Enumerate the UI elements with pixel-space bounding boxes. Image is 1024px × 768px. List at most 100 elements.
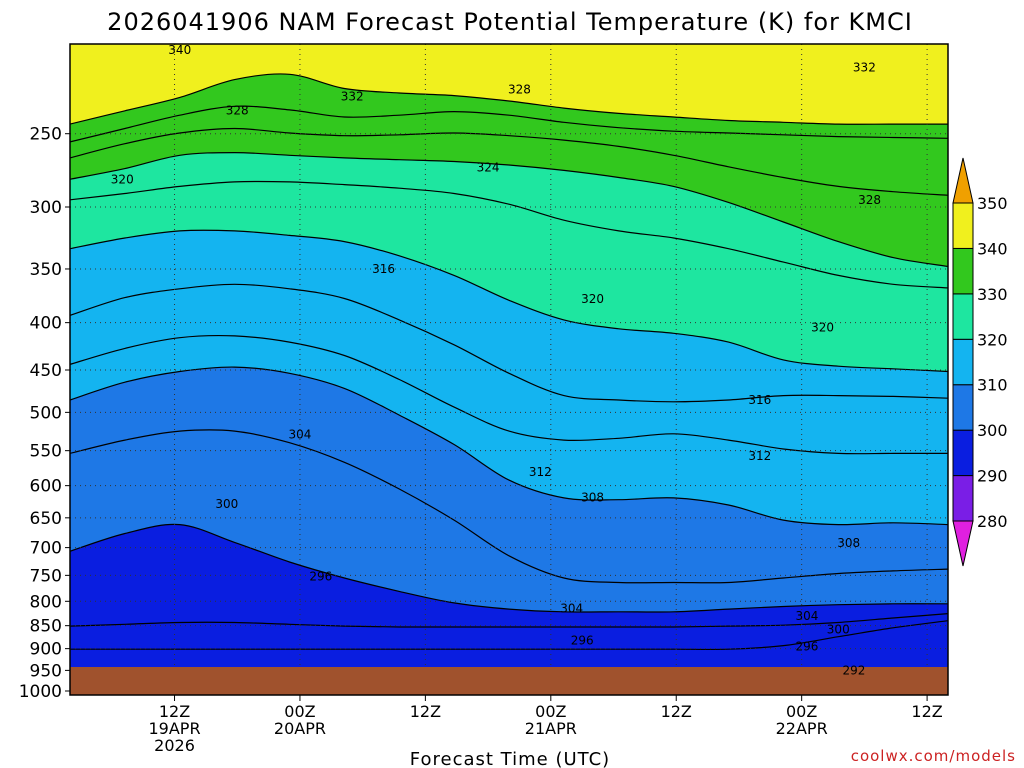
contour-line-308: [70, 366, 948, 526]
colorbar-label: 320: [977, 330, 1008, 349]
contour-label: 316: [748, 393, 771, 407]
y-tick-label: 900: [30, 640, 62, 660]
y-tick-label: 1000: [19, 682, 62, 702]
contour-label-text: 328: [858, 193, 881, 207]
colorbar: 280 290 300 310 320 330 340 350: [952, 157, 1008, 567]
contour-label-text: 300: [215, 497, 238, 511]
x-axis-title: Forecast Time (UTC): [410, 749, 610, 768]
contour-label: 312: [748, 449, 771, 463]
x-tick-label: 00Z: [535, 702, 566, 721]
y-tick-label: 500: [30, 403, 62, 423]
contour-label: 320: [811, 321, 834, 335]
colorbar-label: 280: [977, 512, 1008, 531]
contour-label-text: 328: [508, 83, 531, 97]
colorbar-label: 300: [977, 421, 1008, 440]
contour-label-text: 292: [842, 663, 865, 677]
contour-line-336: [70, 105, 948, 143]
contour-label-text: 324: [477, 161, 500, 175]
colorbar-label: 290: [977, 467, 1008, 486]
colorbar-bottom-arrow: [952, 520, 974, 567]
colorbar-segment: [952, 429, 974, 477]
x-tick-label: 20APR: [274, 719, 326, 738]
contour-label: 308: [581, 491, 604, 505]
contour-fill-340: [70, 44, 948, 125]
contour-line-332: [70, 127, 948, 196]
colorbar-segment: [952, 247, 974, 295]
contour-label: 328: [858, 193, 881, 207]
contour-label-text: 308: [837, 536, 860, 550]
x-tick-label: 21APR: [525, 719, 577, 738]
y-tick-label: 350: [30, 260, 62, 280]
contour-label: 328: [508, 83, 531, 97]
x-tick-label: 12Z: [661, 702, 692, 721]
contour-label-text: 340: [168, 43, 191, 57]
colorbar-top-arrow: [952, 157, 974, 204]
contour-label-text: 312: [748, 449, 771, 463]
contour-label: 308: [837, 536, 860, 550]
contour-line-316: [70, 283, 948, 403]
y-tick-label: 250: [30, 125, 62, 145]
colorbar-segment: [952, 475, 974, 522]
contour-label-text: 316: [748, 393, 771, 407]
contour-label: 320: [581, 292, 604, 306]
contour-label-text: 312: [529, 465, 552, 479]
colorbar-segment: [952, 384, 974, 431]
y-tick-label: 600: [30, 477, 62, 497]
contour-label: 324: [477, 161, 500, 175]
contour-label-text: 308: [581, 491, 604, 505]
contour-label-text: 320: [111, 172, 134, 186]
contour-label: 340: [168, 43, 191, 57]
x-tick-label: 22APR: [776, 719, 828, 738]
contour-line-304: [70, 429, 948, 584]
x-tick-label: 00Z: [786, 702, 817, 721]
contour-label: 316: [372, 262, 395, 276]
contour-label-text: 304: [795, 609, 818, 623]
y-tick-label: 750: [30, 566, 62, 586]
contour-label-text: 332: [853, 60, 876, 74]
contour-label-text: 300: [827, 622, 850, 636]
x-tick-label: 12Z: [911, 702, 942, 721]
y-tick-label: 850: [30, 617, 62, 637]
contour-line-328: [70, 151, 948, 268]
colorbar-label: 350: [977, 194, 1008, 213]
contour-label: 304: [795, 609, 818, 623]
colorbar-segment: [952, 338, 974, 386]
contour-label: 304: [560, 601, 583, 615]
contour-label-text: 296: [795, 639, 818, 653]
contour-label-text: 304: [288, 427, 311, 441]
axes: 250 300 350 400 450 500 550 600 650 700 750 800 850 9…: [19, 43, 949, 755]
contour-label-text: 320: [811, 321, 834, 335]
contour-label: 300: [215, 497, 238, 511]
y-tick-label: 450: [30, 361, 62, 381]
y-tick-label: 800: [30, 592, 62, 612]
contour-label-text: 332: [341, 90, 364, 104]
credit-text: coolwx.com/models: [851, 747, 1016, 765]
y-tick-label: 700: [30, 539, 62, 559]
contour-label-text: 328: [226, 104, 249, 118]
contour-label-text: 316: [372, 262, 395, 276]
contour-label: 296: [571, 634, 594, 648]
contour-line-320: [70, 229, 948, 373]
contour-label-text: 304: [560, 601, 583, 615]
colorbar-segment: [952, 202, 974, 249]
x-tick-label: 12Z: [410, 702, 441, 721]
x-tick-label: 00Z: [284, 702, 315, 721]
contour-label: 332: [853, 60, 876, 74]
y-tick-label: 650: [30, 509, 62, 529]
contour-label: 332: [341, 90, 364, 104]
contour-line-292: [70, 620, 948, 651]
contour-label: 296: [795, 639, 818, 653]
colorbar-label: 340: [977, 239, 1008, 258]
plot-area: 340 332 328 332 328 320 324 328 316 320 320 316 304 3…: [70, 43, 948, 695]
contour-label: 320: [111, 172, 134, 186]
colorbar-label: 310: [977, 376, 1008, 395]
contour-line-324: [70, 180, 948, 289]
contour-label: 296: [309, 569, 332, 583]
contour-label: 300: [827, 622, 850, 636]
colorbar-segment: [952, 293, 974, 340]
contour-label: 312: [529, 465, 552, 479]
x-tick-label: 19APR: [148, 719, 200, 738]
contour-label: 328: [226, 104, 249, 118]
chart-title: 2026041906 NAM Forecast Potential Temper…: [107, 8, 913, 36]
